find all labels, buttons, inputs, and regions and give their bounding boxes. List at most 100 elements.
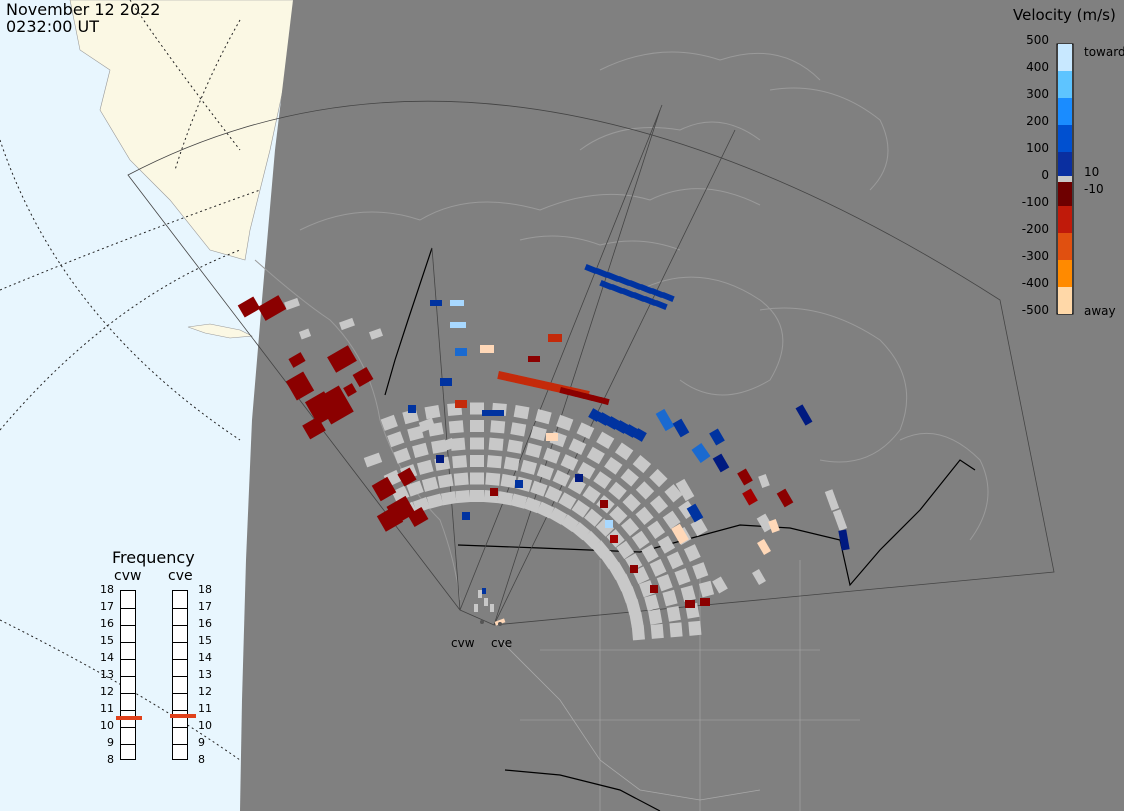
- velocity-cell: [615, 573, 633, 592]
- velocity-cell: [316, 385, 354, 425]
- colorbar-segment: [1058, 98, 1072, 125]
- velocity-cell: [688, 620, 702, 636]
- colorbar-toward-label: toward: [1084, 45, 1124, 59]
- colorbar-tick: -500: [1021, 303, 1049, 317]
- velocity-cells: [237, 263, 850, 641]
- velocity-cell: [440, 491, 457, 506]
- velocity-cell: [649, 468, 668, 488]
- frequency-gridline: [121, 727, 135, 728]
- velocity-cell: [513, 404, 530, 420]
- velocity-cell: [600, 500, 608, 508]
- velocity-cell: [490, 420, 506, 434]
- velocity-cell: [497, 371, 509, 381]
- frequency-scale-left: 11: [100, 702, 114, 715]
- frequency-scale-left: 18: [100, 583, 114, 596]
- colorbar-tick: 500: [1026, 33, 1049, 47]
- velocity-cell: [339, 317, 355, 331]
- velocity-cell: [620, 517, 640, 537]
- velocity-cell: [609, 505, 628, 525]
- velocity-cell: [641, 544, 659, 563]
- colorbar-segment: [1058, 260, 1072, 287]
- aleutian-land: [187, 323, 254, 339]
- velocity-cell: [685, 600, 695, 608]
- velocity-cell: [757, 538, 771, 556]
- frequency-gridline: [173, 710, 187, 711]
- frequency-gridline: [173, 625, 187, 626]
- velocity-cell: [536, 464, 554, 481]
- frequency-scale-right: 13: [198, 668, 212, 681]
- velocity-cell: [756, 513, 774, 533]
- velocity-cell: [832, 509, 848, 531]
- velocity-cell: [635, 481, 655, 500]
- velocity-cell: [582, 530, 601, 550]
- velocity-cell: [397, 467, 417, 487]
- velocity-cell: [698, 580, 715, 598]
- velocity-cell: [657, 535, 676, 554]
- colorbar-segment: [1058, 152, 1072, 176]
- frequency-gridline: [173, 642, 187, 643]
- velocity-cell: [455, 489, 471, 504]
- colorbar-tick: -300: [1021, 249, 1049, 263]
- velocity-cell: [257, 295, 287, 321]
- colorbar-tick: 300: [1026, 87, 1049, 101]
- velocity-cell: [484, 598, 488, 606]
- date-label: November 12 2022: [6, 0, 161, 19]
- velocity-cell: [368, 328, 384, 340]
- velocity-cell: [482, 410, 504, 416]
- frequency-panel: Frequency cvw cve 18 18 17 17 16 16 15 15 14 14 13…: [88, 548, 228, 778]
- frequency-radar-cve: cve: [168, 568, 193, 584]
- velocity-cell: [450, 300, 464, 306]
- velocity-cell: [606, 416, 620, 430]
- colorbar-tick: 0: [1041, 168, 1049, 182]
- velocity-cell: [470, 437, 484, 450]
- velocity-cell: [352, 366, 374, 388]
- velocity-cell: [690, 518, 708, 537]
- velocity-cell: [470, 455, 484, 467]
- velocity-cell: [363, 452, 383, 468]
- velocity-cell: [535, 408, 552, 425]
- velocity-cell: [412, 442, 429, 459]
- velocity-cell: [595, 518, 615, 537]
- velocity-cell: [666, 605, 681, 622]
- frequency-scale-right: 16: [198, 617, 212, 630]
- site-label-cvw: cvw: [451, 636, 475, 650]
- velocity-cell: [650, 585, 658, 593]
- frequency-column-cve: [172, 590, 188, 760]
- velocity-cell: [548, 334, 562, 342]
- colorbar-tick: 10: [1084, 165, 1100, 179]
- velocity-cell: [438, 437, 456, 453]
- velocity-cell: [631, 530, 650, 550]
- velocity-cell: [631, 625, 645, 641]
- velocity-cell: [644, 594, 660, 611]
- velocity-cell: [497, 491, 514, 506]
- velocity-cell: [662, 510, 681, 529]
- velocity-cell: [380, 414, 398, 431]
- velocity-cell: [559, 386, 570, 396]
- velocity-cell: [528, 356, 540, 362]
- frequency-gridline: [121, 659, 135, 660]
- frequency-scale-right: 11: [198, 702, 212, 715]
- velocity-cell: [838, 529, 850, 551]
- velocity-cell: [376, 506, 404, 532]
- time-label: 0232:00 UT: [6, 17, 100, 36]
- velocity-cell: [584, 508, 603, 527]
- velocity-cell: [424, 404, 441, 420]
- velocity-cell: [691, 443, 711, 463]
- velocity-cell: [608, 561, 626, 581]
- velocity-cell: [490, 604, 494, 612]
- velocity-cell: [530, 480, 548, 497]
- frequency-gridline: [173, 693, 187, 694]
- frequency-scale-left: 12: [100, 685, 114, 698]
- coastlines: [254, 51, 989, 601]
- velocity-cell: [610, 283, 624, 295]
- frequency-gridline: [121, 710, 135, 711]
- graticule: [0, 0, 261, 761]
- colorbar-away-label: away: [1084, 304, 1116, 318]
- frequency-gridline: [121, 608, 135, 609]
- velocity-cell: [700, 598, 710, 606]
- velocity-cell: [795, 404, 813, 426]
- velocity-cell: [450, 322, 466, 328]
- velocity-cell: [632, 291, 646, 303]
- velocity-cell: [524, 377, 536, 387]
- frequency-scale-left: 17: [100, 600, 114, 613]
